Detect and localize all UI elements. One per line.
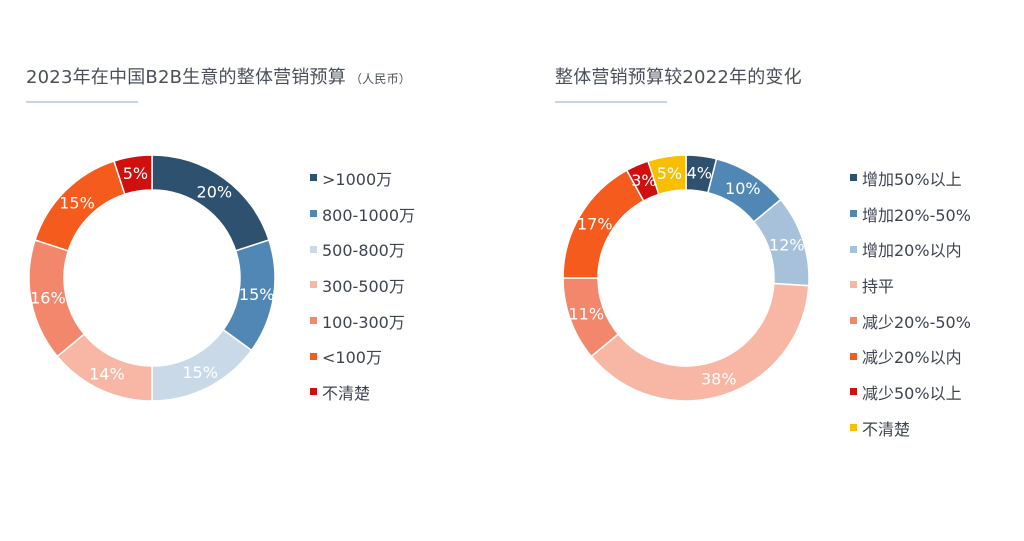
legend-swatch xyxy=(850,210,857,218)
slice-label-3: 38% xyxy=(701,369,737,388)
slice-label-7: 5% xyxy=(657,164,682,183)
legend-swatch xyxy=(310,317,317,325)
legend-item: 持平 xyxy=(850,267,971,303)
slice-label-5: 15% xyxy=(59,194,95,213)
chart-title-text: 整体营销预算较2022年的变化 xyxy=(555,67,802,88)
legend-item: 500-800万 xyxy=(310,231,415,267)
legend-swatch xyxy=(850,245,857,253)
slice-label-6: 3% xyxy=(631,171,656,190)
chart-legend: 增加50%以上 增加20%-50% 增加20%以内 持平减少20%-50% 减少20%以… xyxy=(850,160,971,446)
legend-swatch xyxy=(850,388,857,396)
legend-label: 持平 xyxy=(862,276,895,296)
legend-item: 减少50%以上 xyxy=(850,374,971,410)
slice-label-6: 5% xyxy=(123,164,148,183)
legend-item: <100万 xyxy=(310,338,415,374)
slice-label-5: 17% xyxy=(577,215,613,234)
slice-6 xyxy=(113,154,153,196)
title-underline xyxy=(26,101,138,103)
legend-label: 增加20%-50% xyxy=(862,205,971,225)
legend-item: 减少20%以内 xyxy=(850,338,971,374)
legend-swatch xyxy=(310,352,317,360)
legend-label: 100-300万 xyxy=(322,312,405,332)
chart-title-text: 2023年在中国B2B生意的整体营销预算 xyxy=(26,67,346,88)
slice-7 xyxy=(647,154,687,196)
legend-item: 300-500万 xyxy=(310,267,415,303)
legend-swatch xyxy=(310,388,317,396)
slice-3 xyxy=(590,282,810,402)
legend-item: 增加50%以上 xyxy=(850,160,971,196)
legend-label: <100万 xyxy=(322,348,382,368)
legend-label: 减少20%-50% xyxy=(862,312,971,332)
chart-title-block: 2023年在中国B2B生意的整体营销预算 （人民币） xyxy=(26,63,411,103)
slice-label-4: 11% xyxy=(568,304,604,323)
chart-legend: >1000万 800-1000万 500-800万 300-500万 100-300万 <… xyxy=(310,160,415,410)
legend-swatch xyxy=(850,424,857,432)
slice-label-0: 4% xyxy=(687,163,712,182)
legend-swatch xyxy=(310,245,317,253)
legend-swatch xyxy=(310,210,317,218)
slice-label-2: 12% xyxy=(769,236,805,255)
legend-label: 增加20%以内 xyxy=(862,241,962,261)
slice-label-2: 15% xyxy=(182,363,218,382)
legend-label: 减少20%以内 xyxy=(862,348,962,368)
legend-swatch xyxy=(850,174,857,182)
legend-item: 不清楚 xyxy=(310,374,415,410)
legend-swatch xyxy=(850,281,857,289)
legend-label: 不清楚 xyxy=(862,419,911,439)
legend-label: >1000万 xyxy=(322,169,393,189)
legend-swatch xyxy=(310,281,317,289)
chart-title: 2023年在中国B2B生意的整体营销预算 （人民币） xyxy=(26,63,411,89)
legend-item: 增加20%-50% xyxy=(850,196,971,232)
legend-label: 500-800万 xyxy=(322,241,405,261)
slice-label-3: 14% xyxy=(89,364,125,383)
slice-0 xyxy=(151,154,270,252)
legend-label: 800-1000万 xyxy=(322,205,416,225)
chart-title-block: 整体营销预算较2022年的变化 xyxy=(555,63,806,103)
chart-unit: （人民币） xyxy=(349,72,411,86)
legend-item: 100-300万 xyxy=(310,303,415,339)
legend-label: 减少50%以上 xyxy=(862,383,962,403)
legend-swatch xyxy=(850,317,857,325)
legend-swatch xyxy=(850,352,857,360)
legend-item: 不清楚 xyxy=(850,410,971,446)
budget-change-panel: 整体营销预算较2022年的变化 4% 10% 12% 38% 11% 17% 3% 5% 增加… xyxy=(512,0,1024,541)
title-underline xyxy=(555,101,667,103)
slice-label-0: 20% xyxy=(197,183,233,202)
legend-swatch xyxy=(310,174,317,182)
legend-label: 300-500万 xyxy=(322,276,405,296)
legend-item: >1000万 xyxy=(310,160,415,196)
legend-item: 减少20%-50% xyxy=(850,303,971,339)
legend-label: 增加50%以上 xyxy=(862,169,962,189)
legend-label: 不清楚 xyxy=(322,383,371,403)
chart-title: 整体营销预算较2022年的变化 xyxy=(555,63,806,89)
legend-item: 800-1000万 xyxy=(310,196,415,232)
budget-2023-panel: 2023年在中国B2B生意的整体营销预算 （人民币） 20% 15% 15% 14% 16… xyxy=(26,63,415,410)
legend-item: 增加20%以内 xyxy=(850,231,971,267)
donut-chart: 20% 15% 15% 14% 16% 15% 5% xyxy=(28,154,276,402)
donut-chart: 4% 10% 12% 38% 11% 17% 3% 5% xyxy=(562,154,810,402)
slice-label-1: 15% xyxy=(239,285,275,304)
slice-label-1: 10% xyxy=(725,179,761,198)
slice-label-4: 16% xyxy=(30,288,66,307)
